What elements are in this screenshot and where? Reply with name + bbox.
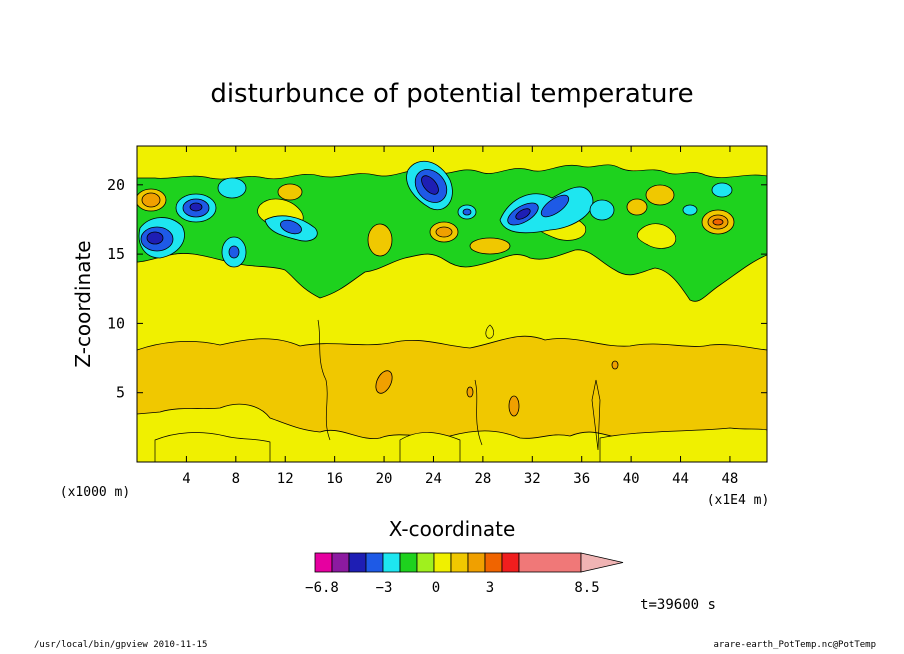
time-label: t=39600 s <box>640 597 716 613</box>
contour-blob <box>611 360 619 370</box>
plot-area <box>137 146 767 462</box>
contour-warm <box>141 192 161 208</box>
x-scale-label: (x1E4 m) <box>707 493 770 508</box>
colorbar-tick-label: 0 <box>432 580 440 596</box>
contour-core <box>515 208 531 220</box>
colorbar: −6.8 −3 0 3 8.5 <box>305 552 624 596</box>
contour-blob <box>508 395 520 417</box>
colorbar-swatch <box>484 552 503 573</box>
footer-left: /usr/local/bin/gpview 2010-11-15 <box>34 640 208 650</box>
x-tick-label: 32 <box>524 471 541 487</box>
colorbar-swatch <box>399 552 418 573</box>
contour-core <box>280 219 302 235</box>
chart-title: disturbunce of potential temperature <box>210 79 693 109</box>
contour-core <box>589 199 615 221</box>
y-tick-label: 20 <box>107 176 125 194</box>
x-tick-label: 4 <box>182 471 190 487</box>
contour-core <box>146 231 164 245</box>
y-tick-label: 5 <box>116 384 125 402</box>
y-axis-label: Z-coordinate <box>71 240 95 367</box>
x-tick-label: 12 <box>277 471 294 487</box>
x-tick-label: 24 <box>425 471 442 487</box>
colorbar-swatch <box>365 552 384 573</box>
y-tick-label: 15 <box>107 245 125 263</box>
colorbar-swatch <box>382 552 401 573</box>
x-axis: 4 8 12 16 20 24 28 32 36 40 44 48 <box>182 146 738 487</box>
footer-right: arare-earth_PotTemp.nc@PotTemp <box>713 640 876 650</box>
colorbar-swatch <box>348 552 367 573</box>
x-axis-label: X-coordinate <box>389 517 516 541</box>
x-tick-label: 40 <box>623 471 640 487</box>
y-axis: 5 10 15 20 <box>107 176 767 402</box>
contour-core <box>682 204 698 216</box>
plot-frame <box>136 145 768 463</box>
contour-core <box>228 245 240 259</box>
contour-warm <box>367 223 393 257</box>
contour-core <box>462 208 472 216</box>
colorbar-swatch <box>518 552 582 573</box>
contour-core <box>217 177 247 199</box>
colorbar-swatch <box>331 552 350 573</box>
contour-core <box>540 194 570 218</box>
y-tick-label: 10 <box>107 314 125 332</box>
colorbar-overflow-arrow <box>580 552 624 573</box>
contour-core <box>711 182 733 198</box>
contour-core <box>189 202 203 212</box>
contour-warm <box>469 237 511 255</box>
colorbar-swatch <box>416 552 435 573</box>
colorbar-tick-label: 8.5 <box>574 580 599 596</box>
x-tick-label: 48 <box>722 471 739 487</box>
x-tick-label: 16 <box>326 471 343 487</box>
colorbar-swatch <box>501 552 520 573</box>
colorbar-swatch <box>433 552 452 573</box>
x-tick-label: 20 <box>376 471 393 487</box>
contour-core <box>421 175 439 195</box>
colorbar-swatch <box>467 552 486 573</box>
colorbar-tick-label: −6.8 <box>305 580 339 596</box>
contour-blob <box>375 370 393 394</box>
x-tick-label: 44 <box>672 471 689 487</box>
contour-warm <box>712 218 724 226</box>
contour-warm <box>626 198 648 216</box>
colorbar-swatch <box>314 552 333 573</box>
contour-warm <box>277 183 303 201</box>
x-tick-label: 28 <box>474 471 491 487</box>
contour-warm <box>645 184 675 206</box>
y-scale-label: (x1000 m) <box>60 485 130 500</box>
x-tick-label: 36 <box>573 471 590 487</box>
contour-blob <box>466 386 474 398</box>
colorbar-tick-label: 3 <box>486 580 494 596</box>
colorbar-swatch <box>450 552 469 573</box>
x-tick-label: 8 <box>232 471 240 487</box>
contour-warm <box>435 226 453 238</box>
colorbar-tick-label: −3 <box>376 580 393 596</box>
